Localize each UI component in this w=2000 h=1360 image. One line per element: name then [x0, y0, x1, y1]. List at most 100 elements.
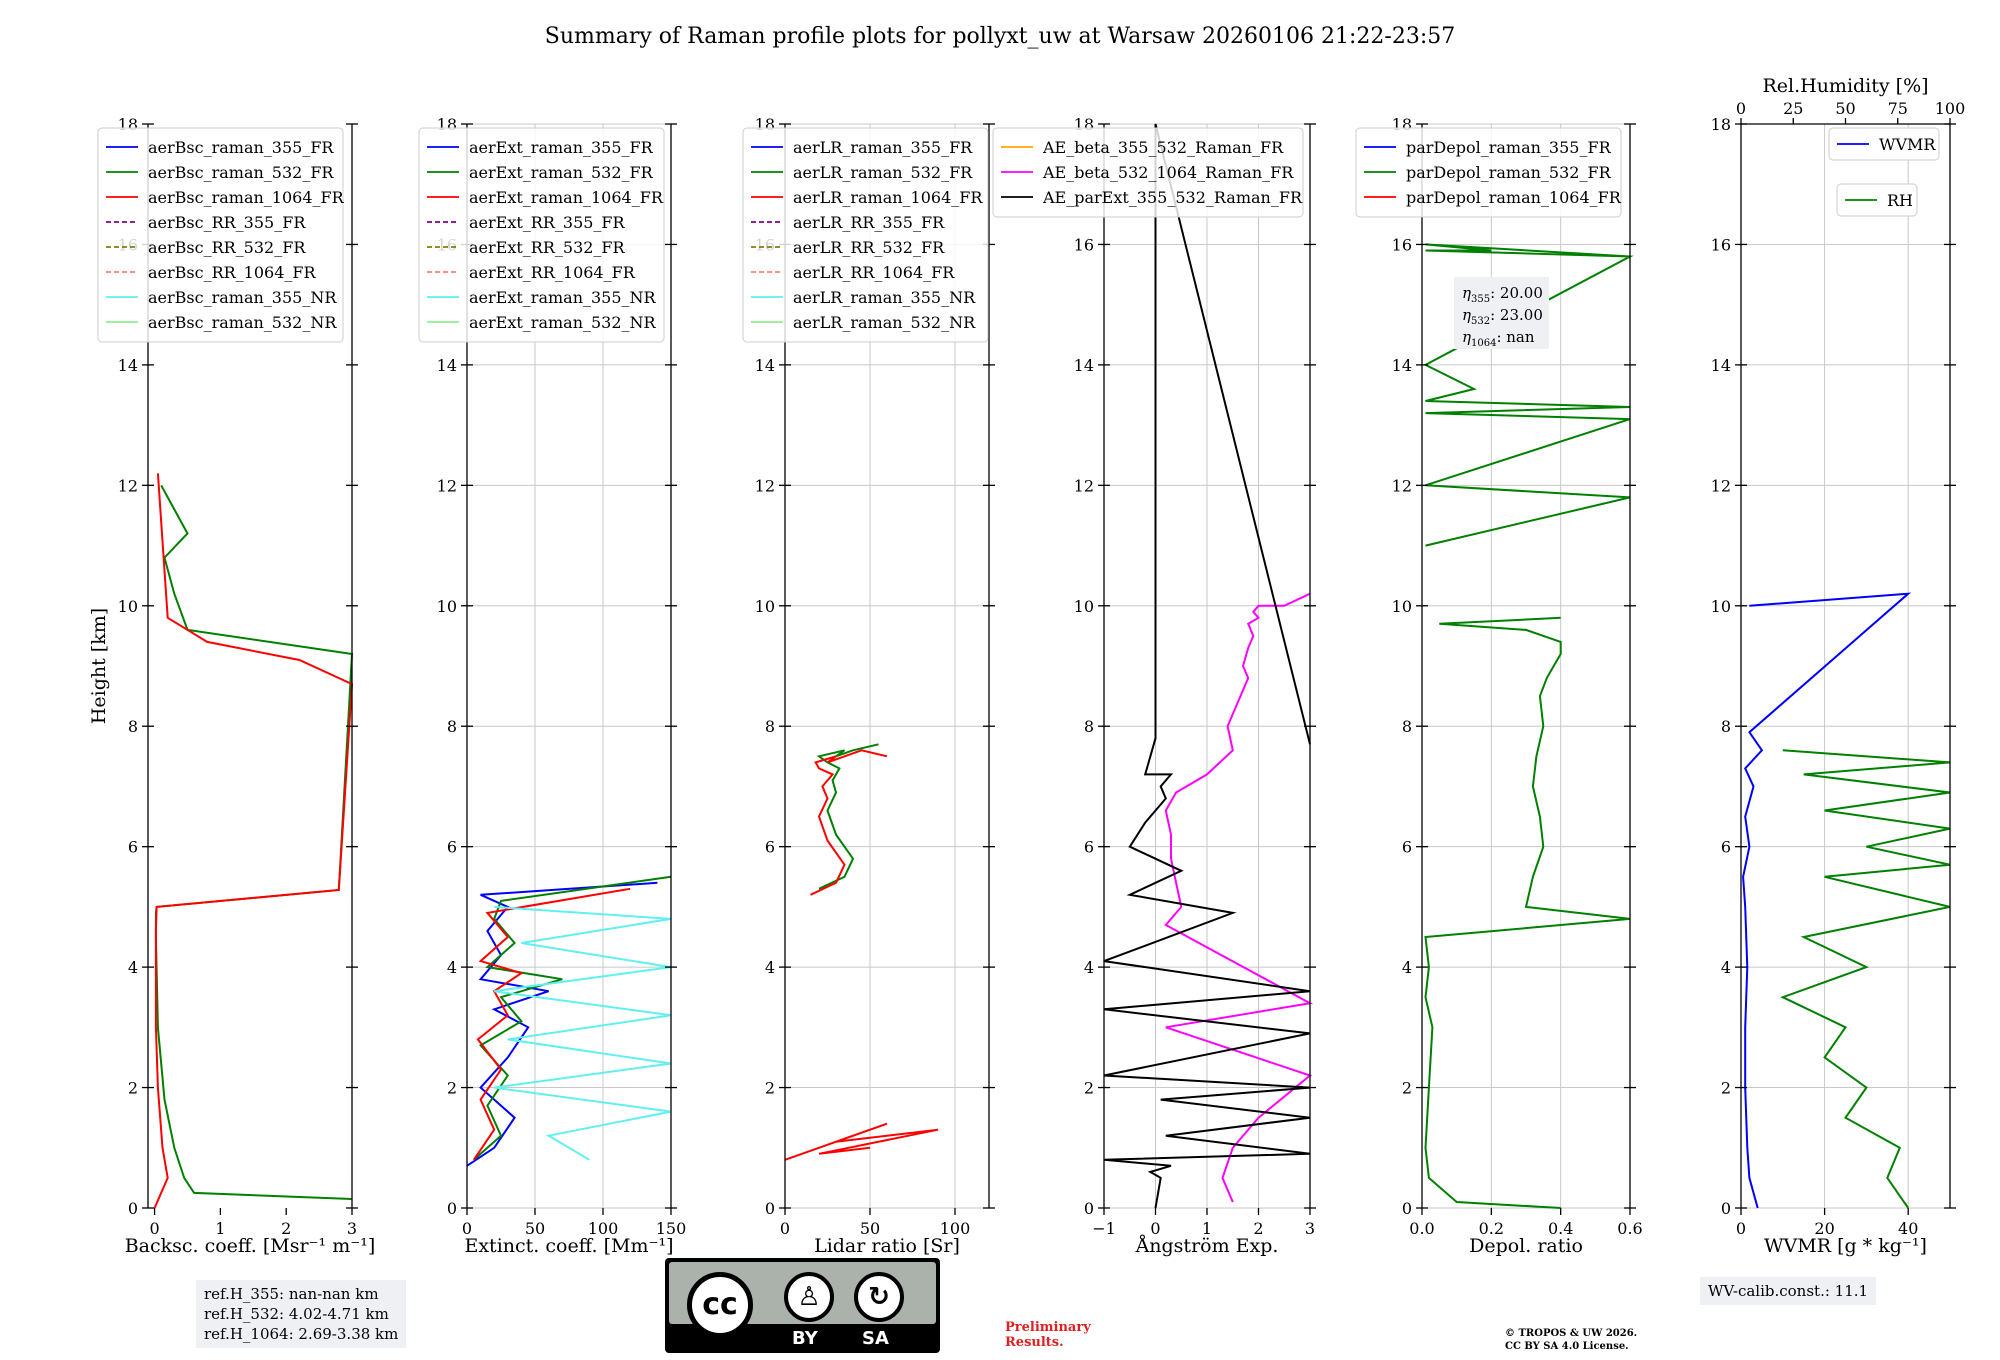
- y-tick-label: 4: [1402, 958, 1412, 977]
- legend-label: aerExt_raman_1064_FR: [469, 188, 664, 207]
- x-axis-label: Lidar ratio [Sr]: [814, 1235, 960, 1257]
- series-line-RH: [1780, 749, 1951, 1209]
- x-axis-label: WVMR [g * kg⁻¹]: [1764, 1235, 1927, 1257]
- y-tick-label: 12: [1074, 476, 1094, 495]
- legend-box: [97, 127, 344, 343]
- legend-label: aerLR_RR_1064_FR: [793, 263, 955, 282]
- y-tick-label: 4: [128, 958, 138, 977]
- series-line-AE_beta_532_1064_Raman_FR: [1164, 592, 1314, 1203]
- legend-label: aerExt_RR_532_FR: [469, 238, 626, 257]
- y-axis-label: Height [km]: [88, 608, 110, 724]
- series-line-aerExt_raman_355_NR: [494, 905, 672, 1161]
- legend-angstrom: AE_beta_355_532_Raman_FR AE_beta_532_1064…: [992, 127, 1304, 218]
- legend-label: aerExt_RR_355_FR: [469, 213, 626, 232]
- y-tick-label: 10: [1074, 597, 1094, 616]
- legend-label: parDepol_raman_1064_FR: [1406, 188, 1622, 207]
- y-tick-label: 14: [118, 356, 138, 375]
- legend-depolarization: parDepol_raman_355_FR parDepol_raman_532_…: [1355, 127, 1622, 218]
- legend-label: aerBsc_raman_532_FR: [148, 163, 334, 182]
- y-tick-label: 4: [765, 958, 775, 977]
- legend-label: AE_parExt_355_532_Raman_FR: [1042, 188, 1303, 207]
- y-tick-label: 10: [1711, 597, 1731, 616]
- x-tick-label: 3: [1305, 1219, 1315, 1238]
- legend-label: aerLR_RR_355_FR: [793, 213, 945, 232]
- panel-extinction: 024681012141618050100150Extinct. coeff. …: [418, 115, 686, 1257]
- y-tick-label: 12: [437, 476, 457, 495]
- legend-label: parDepol_raman_355_FR: [1406, 138, 1612, 157]
- legend-label: AE_beta_532_1064_Raman_FR: [1042, 163, 1294, 182]
- y-tick-label: 8: [1721, 717, 1731, 736]
- y-tick-label: 16: [1711, 235, 1731, 254]
- legend-label: aerBsc_raman_355_NR: [148, 288, 337, 307]
- top-tick-label: 0: [1736, 99, 1746, 118]
- x-tick-label: 2: [281, 1219, 291, 1238]
- x-tick-label: 0.2: [1479, 1219, 1504, 1238]
- legend-label: aerBsc_RR_532_FR: [148, 238, 306, 257]
- eta-box: [1454, 277, 1549, 349]
- y-tick-label: 0: [128, 1199, 138, 1218]
- x-tick-label: 100: [588, 1219, 619, 1238]
- figure-title: Summary of Raman profile plots for polly…: [545, 24, 1455, 49]
- y-tick-label: 14: [1711, 356, 1731, 375]
- y-tick-label: 14: [755, 356, 775, 375]
- series-line-aerLR_raman_532_FR: [816, 743, 879, 890]
- y-tick-label: 0: [1402, 1199, 1412, 1218]
- y-tick-label: 14: [437, 356, 457, 375]
- y-tick-label: 4: [447, 958, 457, 977]
- legend-lidar_ratio: aerLR_raman_355_FR aerLR_raman_532_FR aerL…: [742, 127, 989, 343]
- x-axis-label: Backsc. coeff. [Msr⁻¹ m⁻¹]: [125, 1235, 376, 1257]
- eta-line: η532: 23.00: [1462, 306, 1543, 327]
- legend-label: aerLR_raman_1064_FR: [793, 188, 983, 207]
- y-tick-label: 0: [765, 1199, 775, 1218]
- series-line-aerBsc_raman_532_FR: [154, 484, 354, 1200]
- y-tick-label: 18: [1711, 115, 1731, 134]
- legend-label: parDepol_raman_532_FR: [1406, 163, 1612, 182]
- x-tick-label: 0: [1150, 1219, 1160, 1238]
- series-line-parDepol_raman_532_FR_high: [1423, 243, 1634, 547]
- eta-line: η1064: nan: [1462, 328, 1535, 349]
- attribution-person-icon: ♙: [784, 1272, 834, 1322]
- legend-box: [1828, 127, 1940, 161]
- x-tick-label: 0: [780, 1219, 790, 1238]
- x-tick-label: 0: [149, 1219, 159, 1238]
- legend-label: AE_beta_355_532_Raman_FR: [1042, 138, 1284, 157]
- legend-label: aerLR_raman_532_FR: [793, 163, 973, 182]
- legend-backscatter: aerBsc_raman_355_FR aerBsc_raman_532_FRae…: [97, 127, 345, 343]
- x-tick-label: −1: [1092, 1219, 1116, 1238]
- y-tick-label: 12: [118, 476, 138, 495]
- legend-box: [418, 127, 665, 343]
- y-tick-label: 6: [1721, 838, 1731, 857]
- x-tick-label: 1: [215, 1219, 225, 1238]
- eta-line: η355: 20.00: [1462, 284, 1543, 305]
- ref-height-532: ref.H_532: 4.02-4.71 km: [204, 1305, 389, 1323]
- legend-label: WVMR: [1879, 135, 1936, 154]
- top-tick-label: 100: [1935, 99, 1966, 118]
- ref-height-box: ref.H_355: nan-nan km ref.H_532: 4.02-4.…: [196, 1280, 407, 1348]
- wv-calib-box: WV-calib.const.: 11.1: [1700, 1277, 1877, 1305]
- legend-label: aerBsc_raman_1064_FR: [148, 188, 345, 207]
- legend-label: aerLR_raman_355_NR: [793, 288, 976, 307]
- y-tick-label: 0: [1721, 1199, 1731, 1218]
- y-tick-label: 10: [118, 597, 138, 616]
- x-tick-label: 3: [347, 1219, 357, 1238]
- legend-label: aerBsc_raman_532_NR: [148, 313, 337, 332]
- panel-backscatter: 0246810121416180123Backsc. coeff. [Msr⁻¹…: [88, 115, 375, 1257]
- x-tick-label: 2: [1253, 1219, 1263, 1238]
- legend-label: aerExt_raman_355_NR: [469, 288, 657, 307]
- y-tick-label: 6: [1084, 838, 1094, 857]
- y-tick-label: 6: [128, 838, 138, 857]
- y-tick-label: 2: [128, 1079, 138, 1098]
- y-tick-label: 10: [755, 597, 775, 616]
- copyright-note: © TROPOS & UW 2026. CC BY SA 4.0 License…: [1505, 1328, 1638, 1352]
- legend-box: [1355, 127, 1622, 218]
- y-tick-label: 0: [447, 1199, 457, 1218]
- y-tick-label: 2: [1721, 1079, 1731, 1098]
- y-tick-label: 0: [1084, 1199, 1094, 1218]
- x-axis-label: Depol. ratio: [1469, 1235, 1583, 1257]
- series-line-aerLR_raman_1064_FR: [810, 749, 888, 896]
- share-alike-icon: ↻: [854, 1272, 904, 1322]
- x-tick-label: 0.0: [1409, 1219, 1434, 1238]
